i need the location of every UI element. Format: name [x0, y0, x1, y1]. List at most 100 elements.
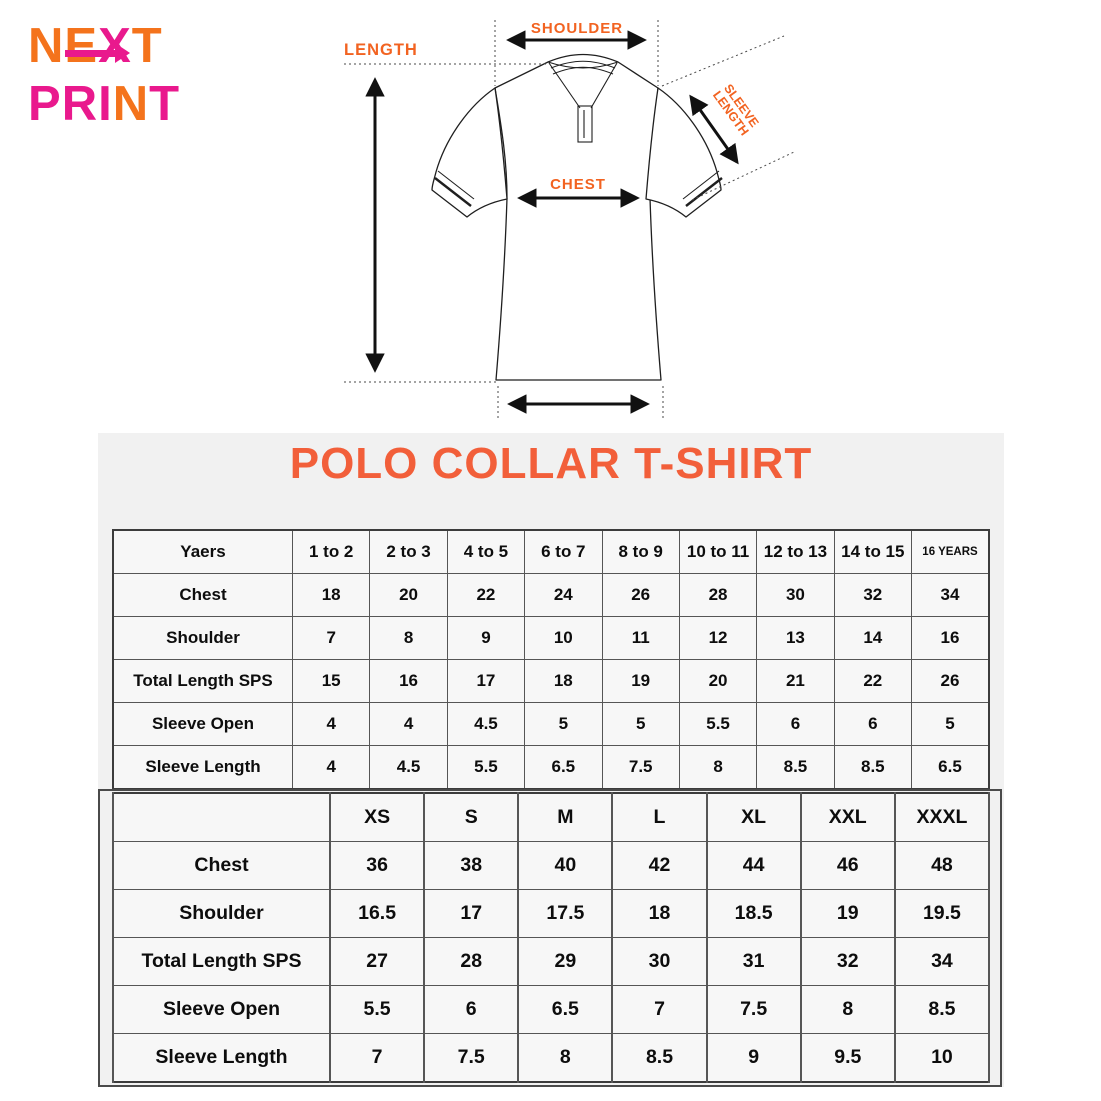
- table-row: Shoulder 16.5 17 17.5 18 18.5 19 19.5: [112, 889, 991, 938]
- size-value: 6.5: [524, 745, 603, 790]
- column-header: 8 to 9: [601, 529, 680, 574]
- size-value: 5.5: [678, 702, 758, 746]
- logo-letter: E: [64, 19, 99, 73]
- size-value: 9: [705, 1033, 802, 1083]
- table-row: Shoulder 7 8 9 10 11 12 13 14 16: [112, 616, 990, 660]
- column-header: 6 to 7: [524, 529, 603, 574]
- column-header: 1 to 2: [291, 529, 371, 574]
- header-row: XS S M L XL XXL XXXL: [112, 792, 991, 842]
- size-value: 17.5: [517, 889, 614, 938]
- size-value: 7.5: [705, 985, 802, 1034]
- table-row: Chest 36 38 40 42 44 46 48: [112, 841, 991, 890]
- table-row: Sleeve Length 7 7.5 8 8.5 9 9.5 10: [112, 1033, 991, 1083]
- length-label: LENGTH: [344, 41, 418, 59]
- logo-letter: I: [98, 76, 113, 131]
- column-header: 16 YEARS: [911, 529, 990, 574]
- size-value: 20: [369, 573, 448, 617]
- sleeve-length-arrow: [689, 94, 739, 165]
- table-row: Sleeve Open 5.5 6 6.5 7 7.5 8 8.5: [112, 985, 991, 1034]
- table-row: Total Length SPS 15 16 17 18 19 20 21 22 26: [112, 659, 990, 703]
- shoulder-label: SHOULDER: [531, 20, 623, 37]
- size-value: 6: [756, 702, 835, 746]
- size-value: 26: [601, 573, 680, 617]
- size-value: 44: [705, 841, 802, 890]
- size-value: 28: [678, 573, 758, 617]
- size-value: 17: [423, 889, 520, 938]
- measurement-guides: [344, 20, 795, 420]
- logo-word-next: NEXT: [28, 18, 180, 76]
- row-label: Total Length SPS: [112, 659, 293, 703]
- size-value: 20: [678, 659, 758, 703]
- column-header: Yaers: [112, 529, 293, 574]
- logo-letter: X: [98, 19, 132, 73]
- size-value: 8: [369, 616, 448, 660]
- row-label: Sleeve Open: [112, 702, 293, 746]
- column-header: 12 to 13: [756, 529, 835, 574]
- column-header: 14 to 15: [833, 529, 913, 574]
- size-value: 34: [893, 937, 991, 986]
- column-header: 10 to 11: [678, 529, 758, 574]
- size-value: 26: [911, 659, 990, 703]
- row-label: Sleeve Length: [112, 1033, 331, 1083]
- shirt-measurement-diagram: LENGTH SHOULDER CHEST SLEEVE LENGTH: [344, 20, 795, 420]
- size-value: 46: [799, 841, 896, 890]
- size-value: 7: [291, 616, 371, 660]
- size-value: 28: [423, 937, 520, 986]
- size-value: 8: [517, 1033, 614, 1083]
- size-value: 17: [446, 659, 526, 703]
- size-value: 19: [601, 659, 680, 703]
- column-header: 2 to 3: [369, 529, 448, 574]
- row-label: Total Length SPS: [112, 937, 331, 986]
- size-value: 8: [799, 985, 896, 1034]
- size-value: 8.5: [611, 1033, 708, 1083]
- page-title: POLO COLLAR T-SHIRT: [289, 439, 813, 488]
- size-value: 48: [893, 841, 991, 890]
- logo-letter: N: [112, 76, 150, 131]
- brand-logo: NEXT PRINT: [28, 18, 180, 134]
- logo-letter: T: [131, 19, 163, 73]
- table-row: Sleeve Open 4 4 4.5 5 5 5.5 6 6 5: [112, 702, 990, 746]
- size-value: 40: [517, 841, 614, 890]
- size-value: 12: [678, 616, 758, 660]
- column-header: [112, 792, 331, 842]
- size-value: 13: [756, 616, 835, 660]
- column-header: XXXL: [893, 792, 991, 842]
- size-value: 14: [833, 616, 913, 660]
- table-row: Total Length SPS 27 28 29 30 31 32 34: [112, 937, 991, 986]
- column-header: 4 to 5: [446, 529, 526, 574]
- column-header: XS: [328, 792, 426, 842]
- row-label: Sleeve Open: [112, 985, 331, 1034]
- size-value: 31: [705, 937, 802, 986]
- size-value: 18.5: [705, 889, 802, 938]
- logo-letter: R: [61, 76, 99, 131]
- size-value: 15: [291, 659, 371, 703]
- size-value: 5.5: [446, 745, 526, 790]
- size-value: 22: [833, 659, 913, 703]
- sleeve-length-label: SLEEVE LENGTH: [710, 82, 761, 139]
- adult-size-table: XS S M L XL XXL XXXL Chest 36 38 40 42 44 46 48 Shoulde…: [112, 792, 991, 1083]
- logo-letter: N: [28, 19, 65, 73]
- size-value: 34: [911, 573, 990, 617]
- size-value: 5: [601, 702, 680, 746]
- size-value: 30: [756, 573, 835, 617]
- size-value: 22: [446, 573, 526, 617]
- column-header: S: [423, 792, 520, 842]
- size-value: 9.5: [799, 1033, 896, 1083]
- size-value: 8.5: [833, 745, 913, 790]
- size-value: 7: [611, 985, 708, 1034]
- column-header: XL: [705, 792, 802, 842]
- size-value: 7.5: [601, 745, 680, 790]
- size-value: 4: [291, 745, 371, 790]
- row-label: Shoulder: [112, 889, 331, 938]
- table-row: Sleeve Length 4 4.5 5.5 6.5 7.5 8 8.5 8.5 6.5: [112, 745, 990, 790]
- size-value: 4: [369, 702, 448, 746]
- size-value: 29: [517, 937, 614, 986]
- size-value: 30: [611, 937, 708, 986]
- size-value: 32: [799, 937, 896, 986]
- size-value: 6.5: [911, 745, 990, 790]
- size-value: 18: [611, 889, 708, 938]
- logo-letter: T: [149, 76, 181, 131]
- size-value: 24: [524, 573, 603, 617]
- size-value: 27: [328, 937, 426, 986]
